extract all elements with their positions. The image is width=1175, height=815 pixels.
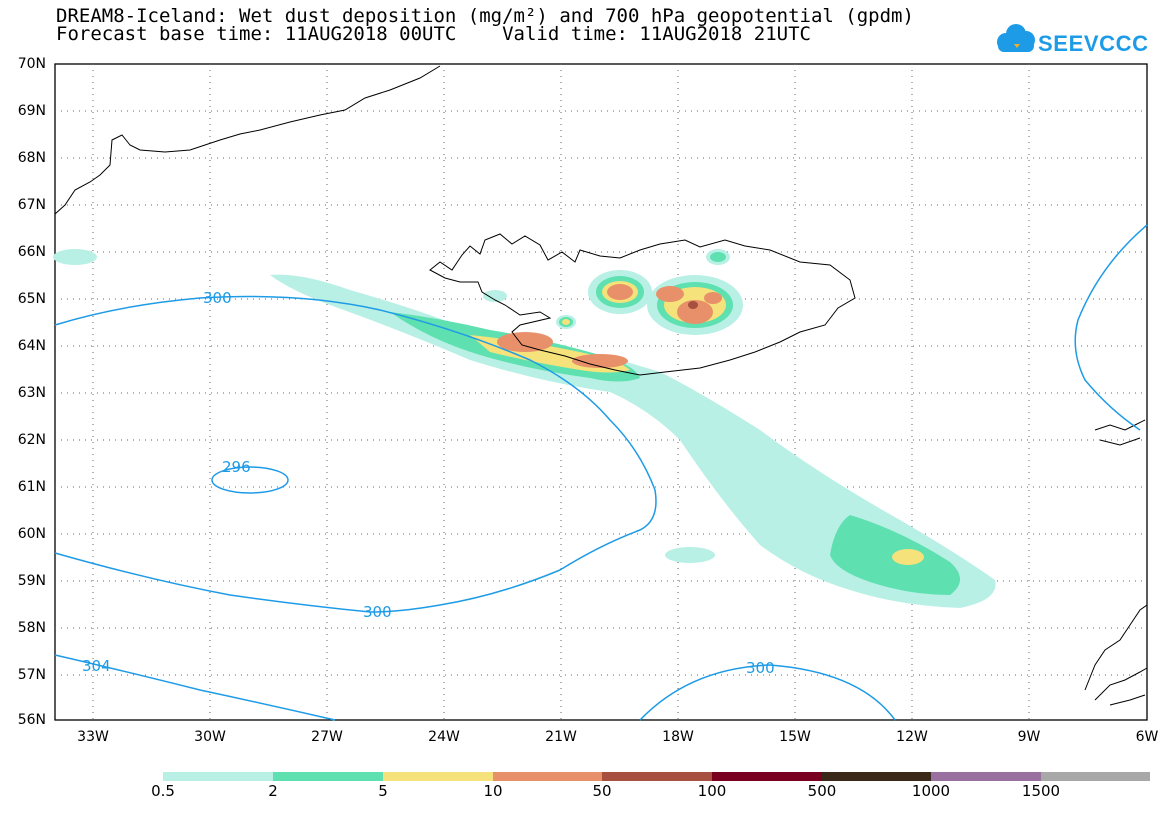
colorbar-swatch [602, 772, 712, 781]
colorbar-swatch [383, 772, 493, 781]
map-subtitle: Forecast base time: 11AUG2018 00UTC Vali… [56, 23, 811, 45]
lon-label: 15W [779, 729, 811, 745]
lon-label: 18W [662, 729, 694, 745]
lat-label: 68N [17, 150, 46, 166]
colorbar-label: 100 [697, 782, 727, 800]
lat-label: 57N [17, 667, 46, 683]
lon-label: 30W [194, 729, 226, 745]
lat-label: 60N [17, 526, 46, 542]
geopotential-contours [54, 224, 1148, 721]
contour-300-south [639, 664, 896, 721]
contour-300-east [1074, 224, 1148, 431]
colorbar-swatch [273, 772, 383, 781]
lon-label: 21W [545, 729, 577, 745]
colorbar-swatch [931, 772, 1041, 781]
colorbar-label: 10 [483, 782, 503, 800]
logo-text: SEEVCCC [1038, 31, 1148, 56]
lat-label: 67N [17, 197, 46, 213]
scotland-coastline [1084, 604, 1148, 706]
greenland-coastline [54, 65, 441, 215]
lat-label: 61N [17, 479, 46, 495]
coastline [54, 65, 1148, 706]
lat-label: 62N [17, 432, 46, 448]
colorbar-swatch [163, 772, 273, 781]
lon-label: 9W [1017, 729, 1041, 745]
contour-304 [54, 654, 336, 721]
colorbar-label: 0.5 [151, 782, 175, 800]
lon-label: 6W [1135, 729, 1159, 745]
lat-label: 58N [17, 620, 46, 636]
lon-label: 33W [77, 729, 109, 745]
contour-label: 296 [222, 458, 251, 476]
colorbar-label: 1000 [911, 782, 951, 800]
lat-label: 59N [17, 573, 46, 589]
lat-label: 69N [17, 103, 46, 119]
contour-label: 300 [363, 603, 392, 621]
seevccc-logo: SEEVCCC [997, 24, 1148, 56]
lat-label: 56N [17, 712, 46, 728]
lat-label: 64N [17, 338, 46, 354]
contour-label: 300 [746, 659, 775, 677]
colorbar-label: 500 [807, 782, 837, 800]
colorbar-swatch [712, 772, 822, 781]
lon-label: 27W [311, 729, 343, 745]
lon-label: 24W [428, 729, 460, 745]
contour-label: 300 [203, 289, 232, 307]
colorbar-label: 50 [592, 782, 612, 800]
colorbar-swatch [822, 772, 931, 781]
deposition-field-10 [497, 284, 722, 368]
colorbar-swatch [493, 772, 602, 781]
colorbar-label: 1500 [1021, 782, 1061, 800]
deposition-field-50 [688, 301, 698, 309]
contour-300-north [54, 295, 657, 613]
faroe-coastline [1094, 419, 1146, 446]
map-title: DREAM8-Iceland: Wet dust deposition (mg/… [56, 5, 914, 27]
lat-label: 70N [17, 56, 46, 72]
lat-label: 63N [17, 385, 46, 401]
colorbar-label: 5 [378, 782, 388, 800]
lat-label: 65N [17, 291, 46, 307]
lat-label: 66N [17, 244, 46, 260]
contour-label: 304 [82, 657, 111, 675]
contour-296 [211, 466, 289, 494]
lon-label: 12W [896, 729, 928, 745]
plot-frame [54, 63, 1148, 721]
colorbar-label: 2 [268, 782, 278, 800]
colorbar-swatch [1041, 772, 1150, 781]
iceland-coastline [429, 233, 856, 376]
